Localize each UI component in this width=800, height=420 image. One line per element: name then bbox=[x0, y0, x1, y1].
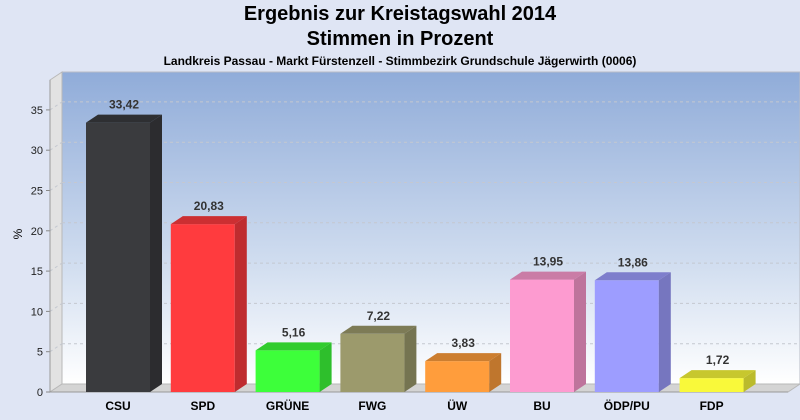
bar-ödp/pu: 13,86 ÖDP/PU bbox=[594, 255, 671, 413]
bar-front bbox=[594, 280, 659, 392]
bar-front bbox=[86, 122, 150, 392]
bar-front bbox=[170, 224, 235, 392]
bar-front bbox=[425, 361, 490, 392]
bar-front bbox=[255, 350, 320, 392]
bar-top bbox=[340, 325, 417, 334]
y-tick-label: 35 bbox=[31, 105, 43, 117]
gridline-side bbox=[49, 101, 63, 111]
bar-side bbox=[150, 114, 162, 393]
data-label: 5,16 bbox=[282, 325, 306, 339]
y-tick-label: 5 bbox=[37, 347, 43, 359]
data-label: 13,95 bbox=[533, 255, 563, 269]
bar-side bbox=[319, 342, 332, 392]
bar-top bbox=[255, 342, 332, 351]
y-tick-label: 15 bbox=[31, 266, 43, 278]
gridline-side bbox=[49, 262, 63, 272]
data-label: 20,83 bbox=[194, 199, 224, 213]
bar-side bbox=[404, 325, 417, 392]
chart-caption: Landkreis Passau - Markt Fürstenzell - S… bbox=[163, 54, 637, 68]
x-tick-label: ÜW bbox=[447, 398, 468, 413]
left-wall bbox=[49, 71, 63, 393]
bar-top bbox=[86, 114, 162, 123]
gridline-side bbox=[49, 182, 63, 191]
bar-side bbox=[489, 353, 502, 392]
bar-grüne: 5,16 GRÜNE bbox=[255, 325, 332, 413]
gridline-side bbox=[49, 222, 63, 232]
bar-front bbox=[679, 378, 744, 392]
bar-side bbox=[658, 272, 671, 392]
bar-bu: 13,95 BU bbox=[510, 255, 586, 413]
data-label: 7,22 bbox=[367, 309, 391, 323]
y-tick-label: 25 bbox=[31, 186, 43, 198]
y-tick-label: 0 bbox=[37, 387, 43, 399]
bar-üw: 3,83 ÜW bbox=[425, 336, 502, 413]
x-tick-label: GRÜNE bbox=[266, 398, 309, 413]
x-tick-label: CSU bbox=[105, 399, 130, 413]
bar-top bbox=[425, 353, 502, 362]
data-label: 3,83 bbox=[452, 336, 476, 350]
bar-spd: 20,83 SPD bbox=[170, 199, 247, 413]
data-label: 1,72 bbox=[706, 353, 730, 367]
bar-side bbox=[234, 216, 247, 392]
chart-subtitle: Stimmen in Prozent bbox=[306, 28, 494, 50]
x-tick-label: SPD bbox=[190, 399, 215, 413]
bar-front bbox=[340, 333, 405, 392]
data-label: 33,42 bbox=[109, 98, 139, 112]
bar-front bbox=[510, 279, 574, 392]
y-tick-label: 30 bbox=[31, 145, 43, 157]
bar-top bbox=[510, 271, 586, 280]
bar-top bbox=[594, 272, 671, 281]
chart-title: Ergebnis zur Kreistagswahl 2014 bbox=[243, 3, 557, 25]
data-label: 13,86 bbox=[618, 255, 648, 269]
gridline-side bbox=[49, 343, 63, 353]
bar-top bbox=[170, 216, 247, 225]
x-tick-label: BU bbox=[533, 399, 550, 413]
y-axis-label: % bbox=[11, 228, 25, 239]
x-tick-label: FWG bbox=[358, 399, 386, 413]
bar-csu: 33,42 CSU bbox=[86, 98, 162, 413]
bar-fwg: 7,22 FWG bbox=[340, 309, 417, 413]
bar-fdp: 1,72 FDP bbox=[679, 353, 756, 413]
gridline-side bbox=[49, 302, 63, 312]
bar-side bbox=[743, 370, 756, 392]
y-tick-label: 10 bbox=[31, 306, 43, 318]
y-tick-label: 20 bbox=[31, 226, 43, 238]
x-tick-label: FDP bbox=[700, 399, 724, 413]
x-tick-label: ÖDP/PU bbox=[604, 398, 650, 413]
bar-side bbox=[574, 271, 586, 392]
bar-top bbox=[679, 370, 756, 379]
gridline-side bbox=[49, 141, 63, 151]
